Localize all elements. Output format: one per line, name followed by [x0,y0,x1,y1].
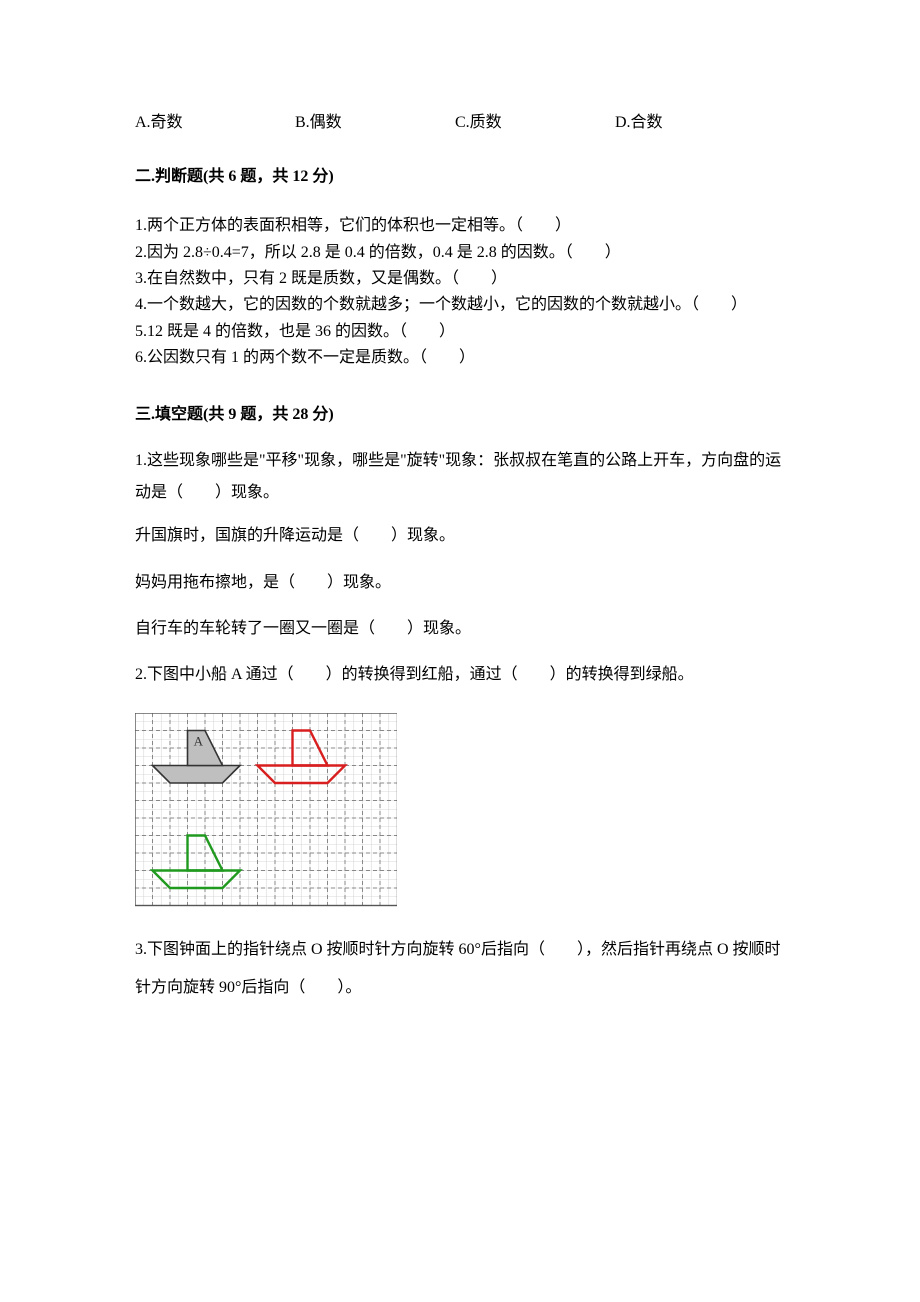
fill-q1-p1: 1.这些现象哪些是"平移"现象，哪些是"旋转"现象：张叔叔在笔直的公路上开车，方… [135,445,785,509]
section-2-header: 二.判断题(共 6 题，共 12 分) [135,164,785,190]
option-b: B.偶数 [295,110,455,136]
judge-q1: 1.两个正方体的表面积相等，它们的体积也一定相等。（ ） [135,213,785,239]
fill-q1-p3: 妈妈用拖布擦地，是（ ）现象。 [135,564,785,602]
judge-q2: 2.因为 2.8÷0.4=7，所以 2.8 是 0.4 的倍数，0.4 是 2.… [135,240,785,266]
svg-text:A: A [194,733,204,748]
option-c: C.质数 [455,110,615,136]
fill-q1-p2: 升国旗时，国旗的升降运动是（ ）现象。 [135,517,785,555]
section-3-header: 三.填空题(共 9 题，共 28 分) [135,402,785,428]
option-d: D.合数 [615,110,775,136]
judge-q6: 6.公因数只有 1 的两个数不一定是质数。（ ） [135,345,785,371]
boat-figure: A [135,713,785,909]
mc-options-row: A.奇数 B.偶数 C.质数 D.合数 [135,110,785,136]
option-a: A.奇数 [135,110,295,136]
fill-q1-p4: 自行车的车轮转了一圈又一圈是（ ）现象。 [135,610,785,648]
judge-q5: 5.12 既是 4 的倍数，也是 36 的因数。（ ） [135,319,785,345]
judge-q4: 4.一个数越大，它的因数的个数就越多；一个数越小，它的因数的个数就越小。（ ） [135,292,785,318]
boat-grid-svg: A [135,713,397,909]
fill-q2: 2.下图中小船 A 通过（ ）的转换得到红船，通过（ ）的转换得到绿船。 [135,656,785,694]
fill-q3: 3.下图钟面上的指针绕点 O 按顺时针方向旋转 60°后指向（ ），然后指针再绕… [135,931,785,1008]
judge-q3: 3.在自然数中，只有 2 既是质数，又是偶数。（ ） [135,266,785,292]
